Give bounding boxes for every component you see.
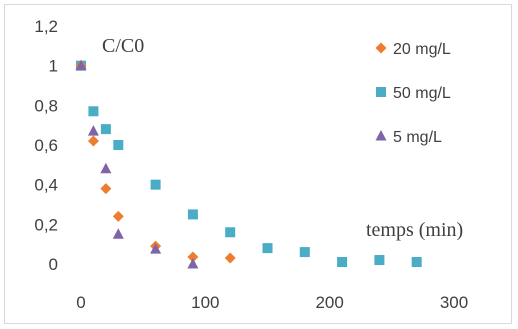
data-point-20-mg-l: [112, 210, 124, 222]
y-tick-label: 0,4: [34, 176, 58, 195]
legend-label-20-mg-l: 20 mg/L: [393, 41, 451, 58]
x-tick-label: 0: [76, 293, 85, 312]
legend: 20 mg/L 50 mg/L 5 mg/L: [375, 41, 451, 146]
x-tick-label: 300: [440, 293, 468, 312]
legend-marker-5-mg-l: [375, 130, 387, 141]
chart-frame: [4, 4, 512, 324]
x-axis-label: temps (min): [366, 219, 463, 241]
data-point-20-mg-l: [100, 183, 112, 195]
legend-marker-50-mg-l: [376, 87, 386, 97]
data-point-50-mg-l: [187, 209, 198, 220]
data-point-5-mg-l: [100, 162, 112, 174]
data-point-20-mg-l: [187, 251, 199, 263]
y-tick-label: 0: [49, 255, 58, 274]
data-points: [75, 59, 422, 269]
data-point-50-mg-l: [374, 255, 385, 266]
x-tick-label: 200: [315, 293, 343, 312]
data-point-20-mg-l: [87, 135, 99, 147]
data-point-50-mg-l: [100, 124, 111, 135]
data-point-5-mg-l: [87, 125, 99, 136]
data-point-5-mg-l: [150, 243, 162, 254]
data-point-50-mg-l: [225, 227, 236, 238]
legend-marker-20-mg-l: [375, 42, 387, 54]
y-tick-label: 1: [49, 57, 58, 76]
x-tick-label: 100: [191, 293, 219, 312]
data-point-50-mg-l: [113, 140, 124, 150]
data-point-5-mg-l: [75, 59, 87, 71]
data-point-50-mg-l: [150, 179, 161, 190]
y-axis-label: C/C0: [102, 35, 144, 57]
x-axis-ticks: 0 100 200 300: [76, 293, 468, 312]
y-tick-label: 1,2: [34, 17, 58, 36]
y-tick-label: 0,2: [34, 215, 58, 234]
y-axis-ticks: 0 0,2 0,4 0,6 0,8 1 1,2: [34, 17, 58, 274]
data-point-5-mg-l: [112, 228, 124, 239]
legend-label-50-mg-l: 50 mg/L: [393, 85, 451, 102]
data-point-50-mg-l: [299, 247, 310, 258]
y-tick-label: 0,8: [34, 96, 58, 115]
y-tick-label: 0,6: [34, 136, 58, 155]
data-point-50-mg-l: [411, 257, 422, 268]
data-point-50-mg-l: [337, 257, 348, 268]
data-point-20-mg-l: [224, 252, 236, 264]
legend-label-5-mg-l: 5 mg/L: [393, 129, 442, 146]
data-point-5-mg-l: [187, 258, 199, 269]
data-point-50-mg-l: [262, 243, 273, 254]
data-point-50-mg-l: [88, 106, 99, 117]
